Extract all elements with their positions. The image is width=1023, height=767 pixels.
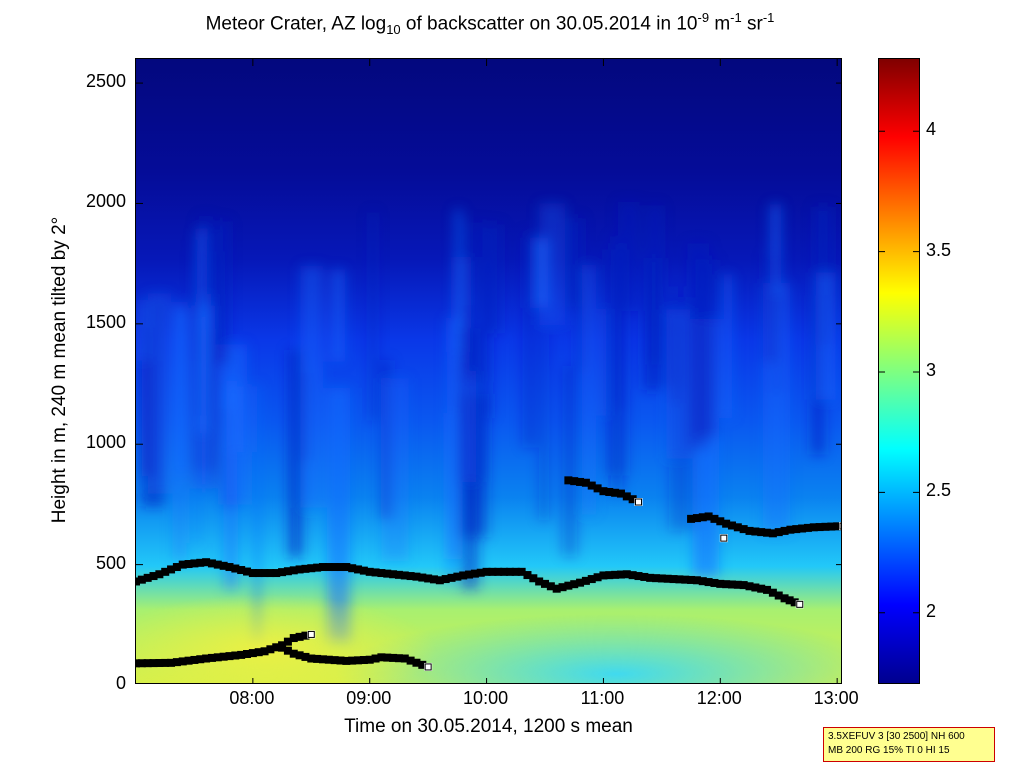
y-tick-label: 500 bbox=[95, 552, 126, 573]
texture-streak bbox=[198, 294, 212, 489]
layer-4-end-marker bbox=[634, 498, 642, 506]
texture-streak bbox=[461, 222, 487, 382]
info-line-1: 3.5XEFUV 3 [30 2500] NH 600 bbox=[828, 731, 965, 742]
layer-1-end-marker bbox=[796, 600, 804, 608]
texture-streak bbox=[539, 203, 566, 326]
heatmap-texture bbox=[136, 201, 836, 644]
texture-streak bbox=[617, 201, 640, 312]
x-tick-label: 11:00 bbox=[580, 688, 625, 708]
texture-streak bbox=[671, 286, 679, 404]
texture-streak bbox=[687, 243, 709, 449]
texture-streak bbox=[577, 287, 586, 370]
x-tick-label: 13:00 bbox=[813, 688, 859, 708]
info-line-2: MB 200 RG 15% TI 0 HI 15 bbox=[828, 745, 950, 756]
x-tick-label: 09:00 bbox=[346, 688, 392, 708]
texture-streak bbox=[648, 205, 662, 365]
y-tick-label: 2000 bbox=[85, 191, 126, 212]
x-tick-label: 12:00 bbox=[696, 688, 742, 708]
colorbar-tick-label: 3.5 bbox=[926, 239, 952, 260]
colorbar-tick-marks bbox=[879, 130, 919, 614]
texture-streak bbox=[327, 387, 351, 642]
x-axis-label: Time on 30.05.2014, 1200 s mean bbox=[344, 716, 633, 737]
texture-streak bbox=[464, 370, 477, 482]
texture-streak bbox=[199, 216, 213, 306]
chart-title: Meteor Crater, AZ log10 of backscatter o… bbox=[205, 10, 775, 38]
texture-streak bbox=[223, 380, 239, 590]
y-axis-label: Height in m, 240 m mean tilted by 2° bbox=[49, 216, 70, 524]
colorbar-tick-label: 2.5 bbox=[926, 480, 952, 501]
texture-streak bbox=[331, 269, 345, 362]
texture-streak bbox=[538, 328, 550, 521]
x-tick-label: 08:00 bbox=[229, 688, 275, 708]
texture-streak bbox=[769, 204, 782, 296]
colorbar-tick-label: 2 bbox=[926, 600, 937, 621]
y-tick-label: 0 bbox=[115, 673, 126, 693]
texture-streak bbox=[381, 378, 409, 562]
layer-2-end-marker bbox=[307, 630, 315, 638]
layer-height-markers bbox=[136, 476, 841, 671]
texture-streak bbox=[722, 274, 733, 419]
texture-streak bbox=[369, 212, 377, 421]
texture-streak bbox=[522, 232, 537, 448]
layer-6-end-marker bbox=[720, 534, 728, 542]
texture-streak bbox=[300, 266, 323, 508]
colorbar bbox=[878, 58, 920, 684]
layer-5-end-marker bbox=[839, 522, 841, 530]
y-tick-label: 1000 bbox=[85, 432, 126, 453]
y-tick-label: 1500 bbox=[85, 311, 126, 332]
texture-streak bbox=[815, 272, 836, 400]
heatmap-cyan-region bbox=[336, 614, 841, 683]
texture-streak bbox=[614, 243, 625, 409]
texture-streak bbox=[447, 413, 455, 584]
colorbar-svg bbox=[879, 59, 919, 683]
texture-streak bbox=[176, 308, 188, 475]
colorbar-tick-label: 3 bbox=[926, 360, 937, 380]
layer-3-end-marker bbox=[424, 663, 432, 671]
texture-streak bbox=[581, 264, 596, 515]
heatmap-plot-area bbox=[135, 58, 842, 684]
texture-streak bbox=[562, 365, 578, 557]
heatmap-svg bbox=[136, 59, 841, 683]
texture-streak bbox=[147, 293, 172, 494]
texture-streak bbox=[567, 218, 582, 307]
texture-streak bbox=[254, 384, 261, 644]
settings-info-box: 3.5XEFUV 3 [30 2500] NH 600 MB 200 RG 15… bbox=[823, 727, 995, 762]
y-tick-label: 2500 bbox=[85, 71, 126, 92]
x-tick-label: 10:00 bbox=[463, 688, 509, 708]
texture-streak bbox=[485, 260, 493, 419]
colorbar-gradient bbox=[879, 59, 919, 683]
texture-streak bbox=[215, 221, 229, 364]
texture-streak bbox=[764, 253, 778, 363]
colorbar-tick-label: 4 bbox=[926, 119, 937, 140]
